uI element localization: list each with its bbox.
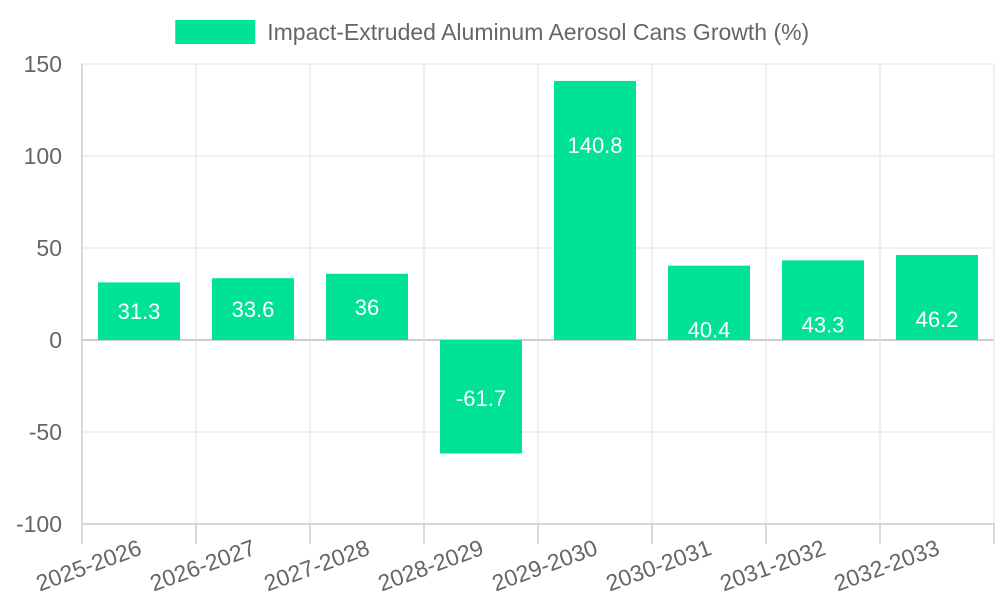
y-tick-label: 0: [49, 327, 62, 353]
data-label: -61.7: [456, 386, 506, 411]
y-tick-label: -100: [16, 511, 62, 537]
bar[interactable]: [782, 260, 864, 340]
legend-label[interactable]: Impact-Extruded Aluminum Aerosol Cans Gr…: [267, 19, 809, 45]
y-tick-label: 150: [24, 51, 62, 77]
y-tick-label: 50: [36, 235, 62, 261]
legend[interactable]: Impact-Extruded Aluminum Aerosol Cans Gr…: [175, 19, 809, 45]
bar[interactable]: [212, 278, 294, 340]
x-tick-label: 2032-2033: [830, 534, 942, 596]
data-label: 46.2: [916, 307, 959, 332]
bar[interactable]: [668, 265, 750, 340]
bar[interactable]: [896, 254, 978, 340]
x-axis-ticks: 2025-2026 2026-2027 2027-2028 2028-2029 2029…: [32, 534, 942, 596]
x-tick-label: 2026-2027: [146, 534, 258, 596]
bars-group: [98, 80, 978, 454]
y-tick-label: 100: [24, 143, 62, 169]
bar[interactable]: [98, 282, 180, 340]
data-label: 36: [355, 295, 379, 320]
data-label: 31.3: [118, 299, 161, 324]
legend-swatch[interactable]: [175, 20, 256, 44]
bar[interactable]: [554, 80, 636, 340]
x-tick-label: 2027-2028: [260, 534, 372, 596]
x-tick-label: 2031-2032: [716, 534, 828, 596]
data-label: 43.3: [802, 312, 845, 337]
data-label: 140.8: [567, 133, 622, 158]
x-tick-label: 2030-2031: [602, 534, 714, 596]
x-tick-label: 2029-2030: [488, 534, 600, 596]
x-tick-label: 2025-2026: [32, 534, 144, 596]
x-tick-label: 2028-2029: [374, 534, 486, 596]
y-axis-ticks: 150 100 50 0 -50 -100: [16, 51, 62, 537]
data-label: 40.4: [688, 318, 731, 343]
data-label: 33.6: [232, 297, 275, 322]
axes: [81, 64, 995, 544]
y-tick-label: -50: [29, 419, 62, 445]
data-labels: 31.3 33.6 36 -61.7 140.8 40.4 43.3 46.2: [118, 133, 959, 411]
bar[interactable]: [440, 340, 522, 454]
bar[interactable]: [326, 273, 408, 340]
